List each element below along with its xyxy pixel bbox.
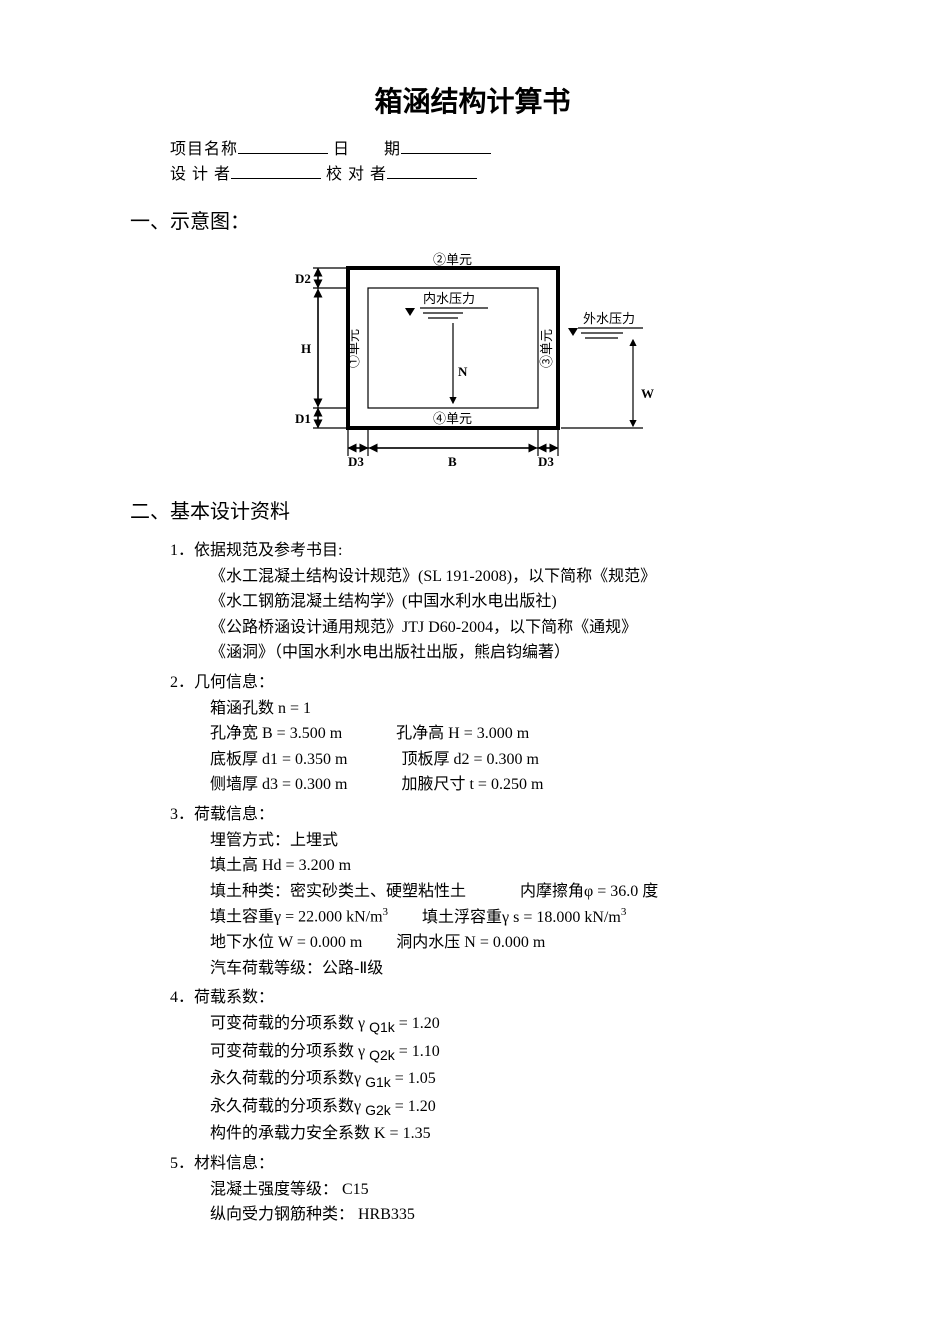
item2-d3: 侧墙厚 d3 = 0.300 m	[210, 776, 347, 793]
item5-concrete: 混凝土强度等级： C15	[210, 1177, 815, 1203]
date-label: 日 期	[333, 141, 401, 158]
schematic-diagram: ②单元 ④单元 ①单元 ③单元 内水压力 N 外水压力	[263, 248, 683, 478]
item4-g1k: 永久荷载的分项系数γ G1k = 1.05	[210, 1066, 815, 1094]
item4-g1k-label: 永久荷载的分项系数γ	[210, 1070, 365, 1087]
item1-line-0: 《水工混凝土结构设计规范》(SL 191-2008)，以下简称《规范》	[210, 564, 815, 590]
item3-soil: 填土种类：密实砂类土、硬塑粘性土	[210, 883, 466, 900]
item2-d2: 顶板厚 d2 = 0.300 m	[401, 747, 538, 773]
diagram-D1: D1	[295, 411, 311, 426]
item2-d3-t: 侧墙厚 d3 = 0.300 m 加腋尺寸 t = 0.250 m	[210, 772, 815, 798]
item4-q2k-val: = 1.10	[395, 1043, 440, 1060]
item4-g1k-val: = 1.05	[391, 1070, 436, 1087]
item4-q2k-label: 可变荷载的分项系数 γ	[210, 1043, 369, 1060]
diagram-D3-left: D3	[348, 454, 364, 469]
item3-gamma-row: 填土容重γ = 22.000 kN/m3 填土浮容重γ s = 18.000 k…	[210, 904, 815, 930]
project-blank	[238, 138, 328, 154]
diagram-inner-pressure: 内水压力	[423, 291, 475, 306]
checker-blank	[387, 163, 477, 179]
item4-q1k-label: 可变荷载的分项系数 γ	[210, 1015, 369, 1032]
item3-N: 洞内水压 N = 0.000 m	[396, 930, 545, 956]
diagram-B: B	[448, 454, 457, 469]
item4-num: 4．荷载系数：	[170, 985, 815, 1011]
diagram-D2: D2	[295, 271, 311, 286]
item2-d1-d2: 底板厚 d1 = 0.350 m 顶板厚 d2 = 0.300 m	[210, 747, 815, 773]
diagram-container: ②单元 ④单元 ①单元 ③单元 内水压力 N 外水压力	[130, 248, 815, 478]
header-line-2: 设 计 者 校 对 者	[170, 162, 815, 188]
item1-line-2: 《公路桥涵设计通用规范》JTJ D60-2004，以下简称《通规》	[210, 615, 815, 641]
project-label: 项目名称	[170, 141, 238, 158]
designer-label: 设 计 者	[170, 166, 231, 183]
item4-q1k: 可变荷载的分项系数 γ Q1k = 1.20	[210, 1011, 815, 1039]
item3-gamma: 填土容重γ = 22.000 kN/m	[210, 909, 383, 926]
diagram-unit1: ①单元	[346, 329, 361, 368]
item4-g1k-sub: G1k	[365, 1074, 391, 1090]
sup-3b: 3	[621, 906, 627, 918]
item2-t: 加腋尺寸 t = 0.250 m	[401, 772, 543, 798]
item1-line-1: 《水工钢筋混凝土结构学》(中国水利水电出版社)	[210, 589, 815, 615]
item2-num: 2．几何信息：	[170, 670, 815, 696]
item4-g2k-label: 永久荷载的分项系数γ	[210, 1098, 365, 1115]
item4-q2k: 可变荷载的分项系数 γ Q2k = 1.10	[210, 1039, 815, 1067]
item4-g2k-sub: G2k	[365, 1102, 391, 1118]
item2-d1: 底板厚 d1 = 0.350 m	[210, 751, 347, 768]
designer-blank	[231, 163, 321, 179]
item2-B: 孔净宽 B = 3.500 m	[210, 725, 342, 742]
diagram-unit3: ③单元	[539, 329, 554, 368]
diagram-unit4: ④单元	[433, 411, 472, 426]
checker-label: 校 对 者	[326, 166, 387, 183]
item3-type: 埋管方式：上埋式	[210, 828, 815, 854]
item3-W: 地下水位 W = 0.000 m	[210, 934, 362, 951]
item2-H: 孔净高 H = 3.000 m	[396, 721, 529, 747]
item4-q1k-val: = 1.20	[395, 1015, 440, 1032]
diagram-D3-right: D3	[538, 454, 554, 469]
item3-gamma-s: 填土浮容重γ s = 18.000 kN/m	[422, 905, 621, 931]
item5-num: 5．材料信息：	[170, 1151, 815, 1177]
item4-g2k: 永久荷载的分项系数γ G2k = 1.20	[210, 1094, 815, 1122]
item4-K: 构件的承载力安全系数 K = 1.35	[210, 1121, 815, 1147]
diagram-outer-pressure: 外水压力	[583, 311, 635, 326]
header-line-1: 项目名称 日 期	[170, 137, 815, 163]
diagram-unit2: ②单元	[433, 252, 472, 267]
item5-rebar: 纵向受力钢筋种类： HRB335	[210, 1202, 815, 1228]
section1-heading: 一、示意图：	[130, 206, 815, 238]
item1-num: 1．依据规范及参考书目:	[170, 538, 815, 564]
item4-q1k-sub: Q1k	[369, 1019, 395, 1035]
sup-3a: 3	[383, 906, 389, 918]
item4-g2k-val: = 1.20	[391, 1098, 436, 1115]
diagram-H: H	[301, 341, 311, 356]
item3-soil-phi: 填土种类：密实砂类土、硬塑粘性土 内摩擦角φ = 36.0 度	[210, 879, 815, 905]
item3-W-N: 地下水位 W = 0.000 m 洞内水压 N = 0.000 m	[210, 930, 815, 956]
diagram-N: N	[458, 364, 468, 379]
doc-title: 箱涵结构计算书	[130, 80, 815, 125]
item1-line-3: 《涵洞》（中国水利水电出版社出版，熊启钧编著）	[210, 640, 815, 666]
date-blank	[401, 138, 491, 154]
item2-n: 箱涵孔数 n = 1	[210, 696, 815, 722]
item2-B-H: 孔净宽 B = 3.500 m 孔净高 H = 3.000 m	[210, 721, 815, 747]
section2-heading: 二、基本设计资料	[130, 496, 815, 528]
item3-Hd: 填土高 Hd = 3.200 m	[210, 853, 815, 879]
item3-phi: 内摩擦角φ = 36.0 度	[520, 879, 658, 905]
diagram-W: W	[641, 386, 654, 401]
item3-vehicle: 汽车荷载等级：公路-Ⅱ级	[210, 956, 815, 982]
item3-num: 3．荷载信息：	[170, 802, 815, 828]
item4-q2k-sub: Q2k	[369, 1047, 395, 1063]
